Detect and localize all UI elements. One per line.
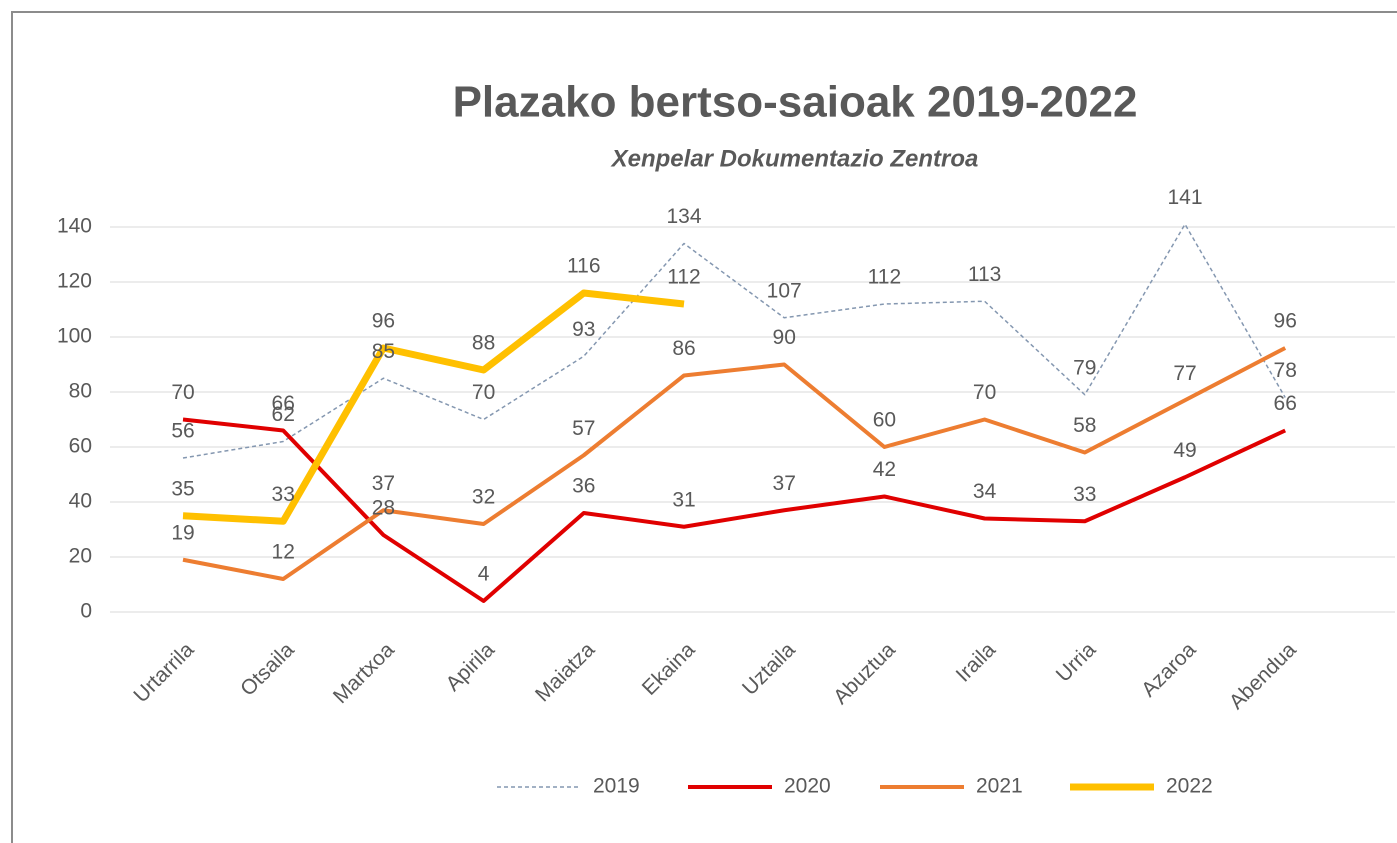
- y-tick-label: 80: [69, 380, 92, 403]
- data-label: 37: [372, 472, 395, 495]
- data-label: 86: [672, 337, 695, 360]
- data-label: 35: [171, 477, 194, 500]
- data-label: 49: [1173, 439, 1196, 462]
- legend-label: 2021: [976, 775, 1023, 798]
- data-label: 19: [171, 521, 194, 544]
- series-line: [182, 223, 1286, 459]
- data-label: 33: [1073, 483, 1096, 506]
- series-line: [182, 417, 1287, 603]
- data-label: 66: [1274, 392, 1297, 415]
- data-label: 37: [773, 472, 796, 495]
- data-label: 85: [372, 340, 395, 363]
- data-label: 88: [472, 332, 495, 355]
- data-label: 12: [272, 541, 295, 564]
- legend-label: 2019: [593, 775, 640, 798]
- y-tick-label: 120: [57, 270, 92, 293]
- data-label: 66: [272, 392, 295, 415]
- y-tick-label: 20: [69, 545, 92, 568]
- data-label: 62: [272, 403, 295, 426]
- data-label: 42: [873, 458, 896, 481]
- data-label: 4: [478, 563, 490, 586]
- data-label: 79: [1073, 356, 1096, 379]
- data-label: 70: [472, 381, 495, 404]
- data-label: 28: [372, 497, 395, 520]
- data-label: 60: [873, 409, 896, 432]
- chart-title: Plazako bertso-saioak 2019-2022: [453, 78, 1138, 127]
- data-label: 58: [1073, 414, 1096, 437]
- y-tick-label: 140: [57, 215, 92, 238]
- data-label: 78: [1274, 359, 1297, 382]
- y-tick-label: 100: [57, 325, 92, 348]
- y-tick-label: 0: [80, 600, 92, 623]
- data-label: 96: [372, 310, 395, 333]
- data-label: 134: [666, 205, 701, 228]
- data-label: 116: [567, 255, 600, 278]
- data-label: 56: [171, 420, 194, 443]
- legend-label: 2020: [784, 775, 831, 798]
- data-label: 107: [767, 279, 802, 302]
- data-label: 34: [973, 480, 997, 503]
- data-label: 112: [868, 266, 901, 289]
- data-label: 96: [1274, 310, 1297, 333]
- data-label: 70: [973, 381, 996, 404]
- data-label: 141: [1167, 186, 1202, 209]
- series-line: [182, 346, 1287, 581]
- chart-frame: [11, 11, 1397, 843]
- data-label: 70: [171, 381, 194, 404]
- data-label: 112: [667, 266, 700, 289]
- legend-label: 2022: [1166, 775, 1213, 798]
- data-label: 77: [1173, 362, 1196, 385]
- data-label: 36: [572, 475, 595, 498]
- data-label: 113: [968, 263, 1001, 286]
- data-label: 32: [472, 486, 495, 509]
- data-label: 33: [272, 483, 295, 506]
- y-tick-label: 60: [69, 435, 92, 458]
- series-line: [182, 289, 685, 525]
- chart-subtitle: Xenpelar Dokumentazio Zentroa: [610, 145, 979, 172]
- data-label: 90: [773, 326, 796, 349]
- data-label: 57: [572, 417, 595, 440]
- y-tick-label: 40: [69, 490, 92, 513]
- data-label: 93: [572, 318, 595, 341]
- data-label: 31: [672, 488, 695, 511]
